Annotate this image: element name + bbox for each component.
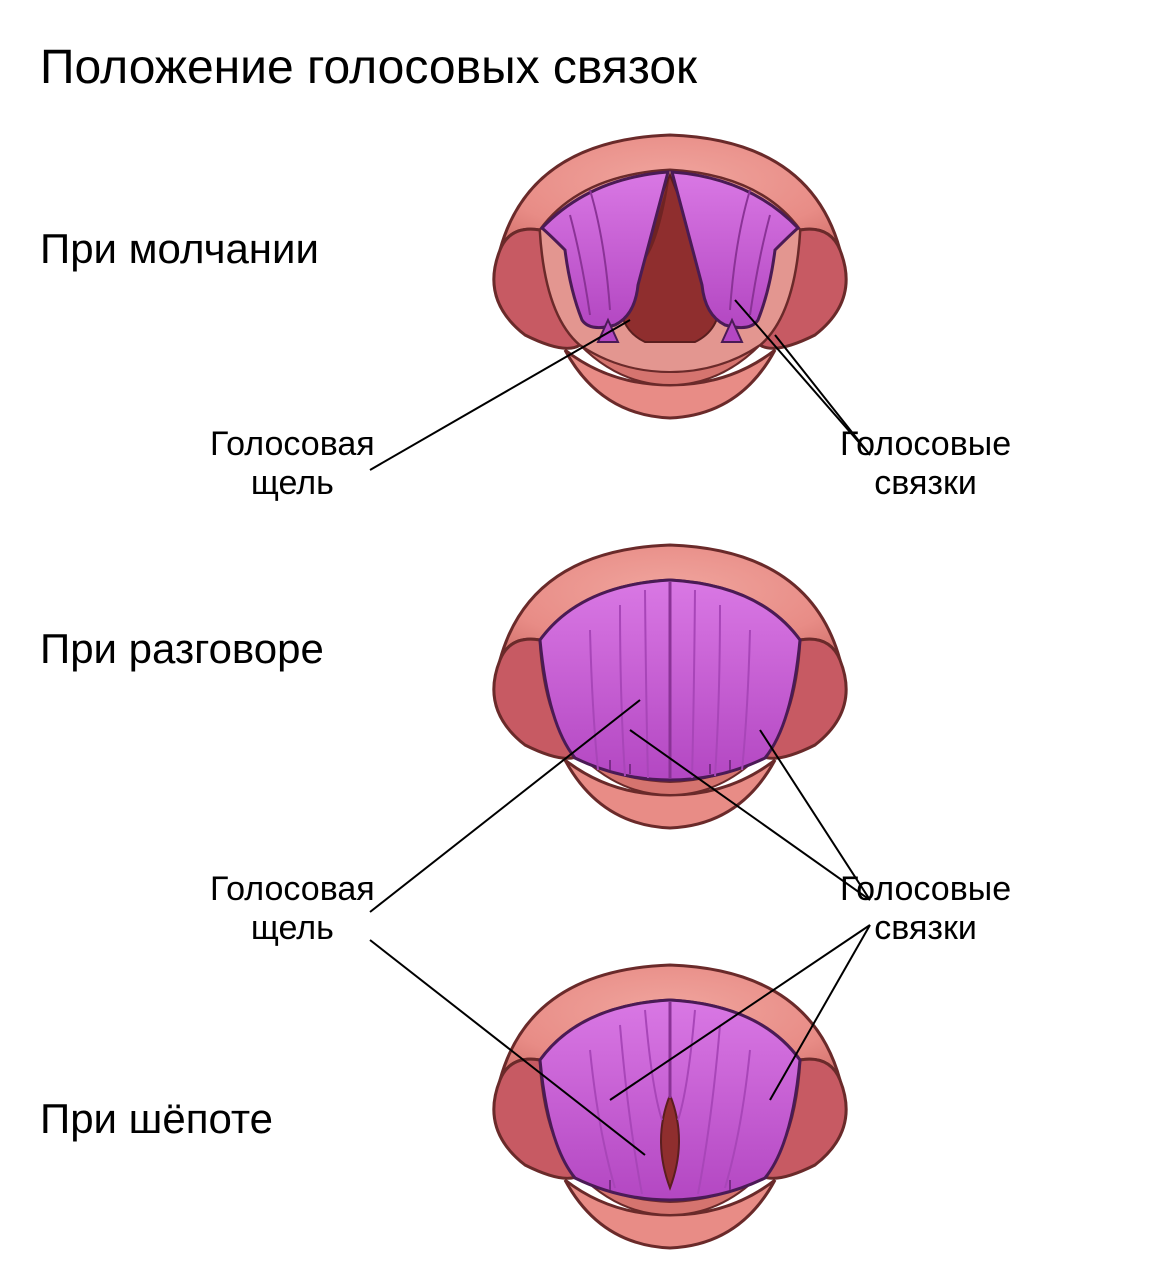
annotation-text: щель	[251, 464, 334, 502]
annotation-text: Голосовая	[210, 870, 375, 908]
annotation-text: Голосовые	[840, 425, 1011, 463]
larynx-diagram-whisper	[470, 950, 870, 1260]
annotation-cords-1: Голосовые связки	[840, 425, 1011, 503]
diagram-title: Положение голосовых связок	[40, 40, 697, 95]
annotation-glottis-2: Голосовая щель	[210, 870, 375, 948]
annotation-glottis-1: Голосовая щель	[210, 425, 375, 503]
annotation-text: связки	[874, 909, 977, 947]
annotation-cords-2: Голосовые связки	[840, 870, 1011, 948]
page: Положение голосовых связок При молчании …	[0, 0, 1159, 1280]
state-label-whisper: При шёпоте	[40, 1095, 273, 1143]
annotation-text: связки	[874, 464, 977, 502]
annotation-text: Голосовые	[840, 870, 1011, 908]
annotation-text: Голосовая	[210, 425, 375, 463]
larynx-diagram-speech	[470, 530, 870, 840]
larynx-diagram-silent	[470, 120, 870, 430]
annotation-text: щель	[251, 909, 334, 947]
state-label-silent: При молчании	[40, 225, 319, 273]
state-label-speech: При разговоре	[40, 625, 324, 673]
